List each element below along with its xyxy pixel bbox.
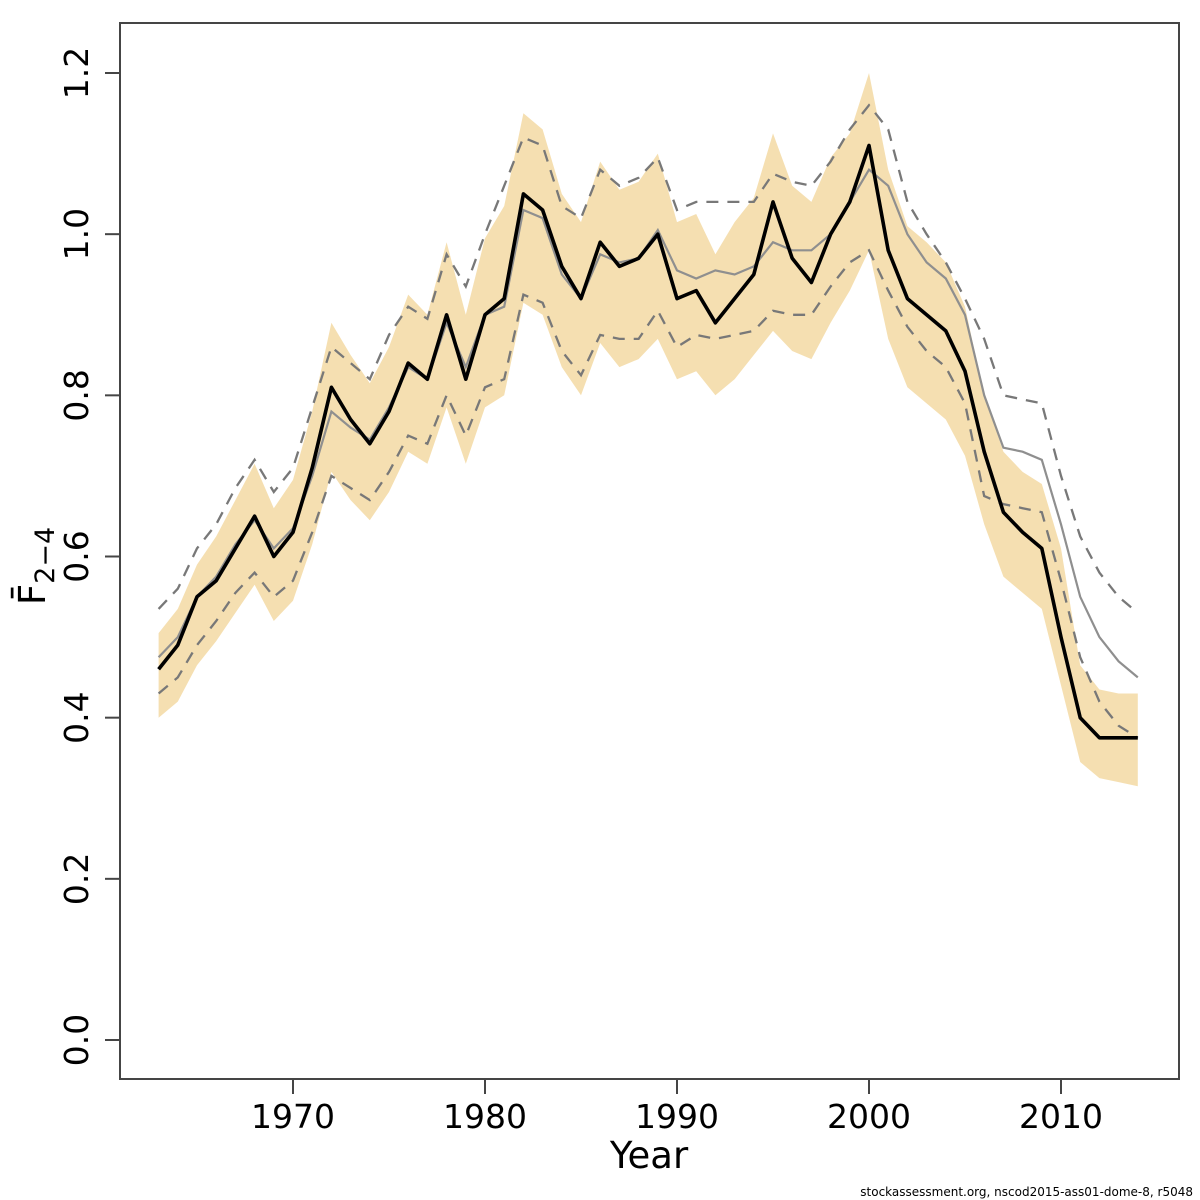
x-tick-label: 1970 [251,1097,335,1136]
current-run-polyline [157,143,1138,740]
y-tick-label: 0.8 [57,369,96,421]
ci-upper-dashed-line [157,103,1139,614]
y-axis: 0.0 0.2 0.4 0.6 0.8 1.0 1.2 [57,47,120,1066]
x-tick-label: 1980 [443,1097,527,1136]
current-run-line [157,143,1138,740]
plot-box [119,22,1180,1080]
y-tick-label: 0.0 [57,1014,96,1066]
y-tick-label: 0.2 [57,853,96,905]
y-axis-title-main: F̄ [10,584,54,605]
x-axis-title: Year [609,1134,689,1177]
confidence-band [158,73,1138,787]
ci-lower-dashed-line [157,248,1139,739]
y-tick-label: 1.0 [57,208,96,260]
x-tick-label: 1990 [635,1097,719,1136]
ci-band-polygon [158,73,1138,787]
x-tick-label: 2000 [827,1097,911,1136]
x-tick-label: 2010 [1019,1097,1103,1136]
y-tick-label: 0.6 [57,530,96,582]
x-axis: 1970 1980 1990 2000 2010 [251,1079,1103,1136]
y-axis-title: F̄2−4 [10,527,61,605]
dashed-ci-lines [157,103,1139,739]
y-tick-label: 0.4 [57,691,96,743]
footer-attribution: stockassessment.org, nscod2015-ass01-dom… [860,1185,1193,1199]
y-tick-label: 1.2 [57,47,96,99]
y-axis-title-subscript: 2−4 [30,527,61,584]
